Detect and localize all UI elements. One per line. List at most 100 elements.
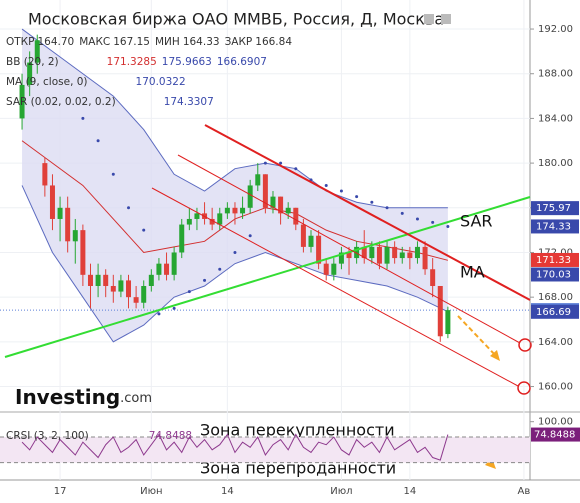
indicator-legend: MA (9, close, 0) 170.0322 [6,76,186,88]
sar-dot [294,167,298,171]
sar-dot [187,290,191,294]
legend-value: 164.33 [183,36,220,48]
sar-dot [370,200,374,204]
candle-body [338,252,344,264]
icon [441,14,451,24]
candle-body [34,40,40,63]
sar-dot [400,211,404,215]
candle-body [118,280,124,292]
indicator-name: MA (9, close, 0) [6,76,88,88]
candle-body [331,263,337,275]
y-tick-label: 168.00 [538,292,573,303]
sar-dot [111,172,115,176]
price-label: 170.03 [536,269,571,280]
zone-label: Зона перекупленности [200,421,395,440]
legend-key: ОТКР [6,36,34,48]
candle-body [133,297,139,303]
candle-body [27,62,33,85]
arrow [457,315,499,359]
x-tick-label: 17 [54,486,67,497]
indicator-legend: SAR (0.02, 0.02, 0.2) 174.3307 [6,96,214,108]
candle-body [42,163,48,186]
candle-body [19,84,25,119]
y-tick-label: 164.00 [538,337,573,348]
candle-body [171,252,177,275]
candle-body [164,263,170,275]
chart-title: Московская биржа ОАО ММВБ, Россия, Д, Мо… [28,10,444,29]
candle-body [240,207,246,214]
candle-body [361,246,367,259]
y-tick-label: 160.00 [538,382,573,393]
price-label: 174.33 [536,221,571,232]
plot-area [0,0,530,480]
candle-body [65,207,71,242]
indicator-legend: BB (20, 2) 171.3285 175.9663 166.6907 [6,56,267,68]
band-line [21,28,448,209]
sar-dot [431,220,435,224]
candle-body [414,246,420,259]
price-label-bg [531,219,579,234]
channel-line [151,187,519,387]
indicator-value: 170.0322 [136,76,186,88]
legend-key: МАКС [79,36,110,48]
candle-body [224,207,230,214]
candle-body [392,246,398,259]
zone-label: Зона перепроданности [200,459,396,478]
candle-body [445,310,451,335]
candle-body [354,246,360,259]
candle-body [376,246,382,264]
candle-body [270,196,276,208]
x-tick-label: Июн [140,486,162,497]
y-tick-label: 188.00 [538,69,573,80]
candle-body [57,207,63,219]
candle-body [308,235,314,247]
candle-body [148,274,154,286]
indicator-name: SAR (0.02, 0.02, 0.2) [6,96,116,108]
marker-circle [517,381,531,395]
annotation: SAR [460,212,493,231]
logo: Investing.com [15,385,152,409]
candle-body [156,263,162,275]
candle-body [217,213,223,225]
candle-body [194,213,200,219]
candle-body [422,246,428,270]
indicator-name: BB (20, 2) [6,56,59,68]
candle-body [437,285,443,337]
trend-line [204,124,531,301]
sar-dot [324,183,328,187]
sar-dot [415,217,419,221]
indicator-value: 175.9663 [162,56,212,68]
trend-line [4,196,531,358]
sar-dot [172,306,176,310]
sar-dot [263,161,267,165]
icon [424,14,434,24]
indicator-name: CRSI (3, 2, 100) [6,430,89,442]
indicator-value: 174.3307 [164,96,214,108]
y-tick-label: 100.00 [538,417,573,428]
sar-dot [339,189,343,193]
candle-body [72,230,78,242]
price-label-bg [531,427,580,442]
crsi-line [21,433,449,461]
candle-body [87,274,93,286]
candle-body [186,218,192,225]
candle-body [232,207,238,214]
candle-body [407,252,413,259]
indicator-value: 74.8488 [149,430,192,442]
candle-body [110,285,116,292]
sar-dot [96,139,100,143]
legend-value: 164.70 [37,36,74,48]
candle-body [346,252,352,259]
candle-body [126,280,132,298]
candle-body [430,269,436,286]
candle-body [285,207,291,214]
candle-body [179,224,185,253]
x-tick-label: 14 [221,486,234,497]
legend-value: 167.15 [113,36,150,48]
x-tick-label: Ав [518,486,531,497]
price-label-bg [531,304,579,319]
title-icons [424,14,451,24]
sar-dot [233,250,237,254]
sar-dot [355,195,359,199]
